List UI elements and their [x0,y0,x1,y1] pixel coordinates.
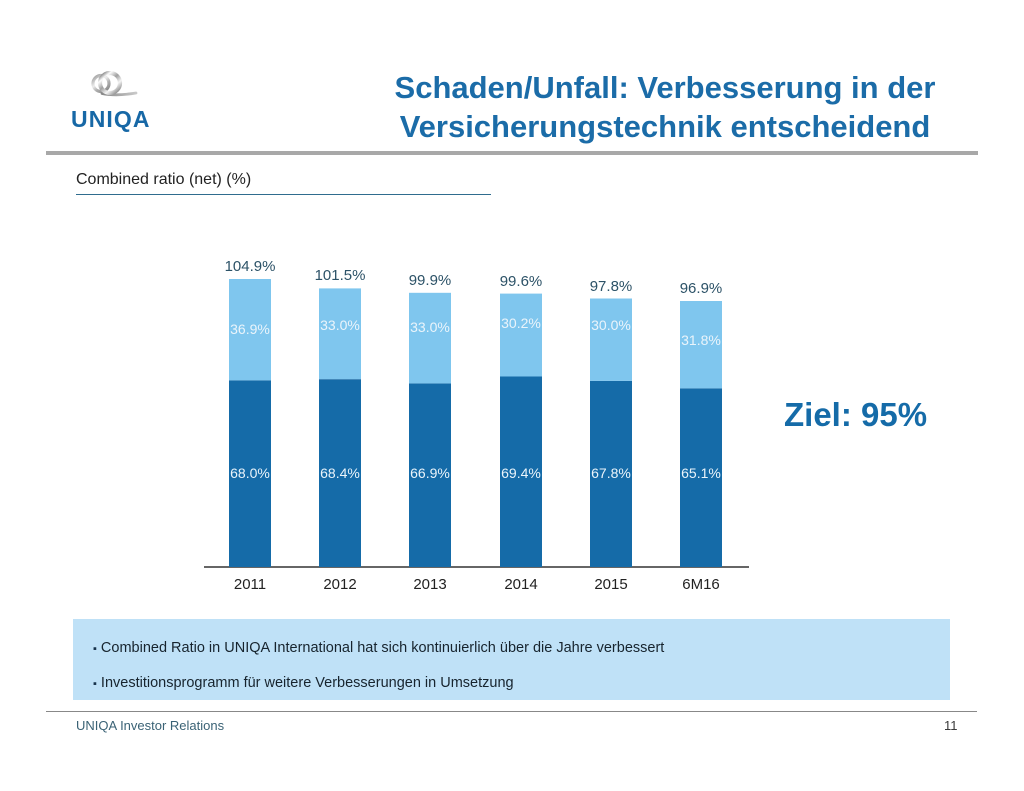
svg-text:101.5%: 101.5% [315,267,366,284]
svg-text:6M16: 6M16 [682,576,720,593]
svg-text:99.9%: 99.9% [409,272,452,289]
svg-text:68.4%: 68.4% [320,465,360,481]
svg-text:99.6%: 99.6% [500,273,543,290]
svg-text:30.2%: 30.2% [501,315,541,331]
svg-text:2015: 2015 [594,576,627,593]
svg-text:33.0%: 33.0% [320,317,360,333]
svg-text:31.8%: 31.8% [681,332,721,348]
svg-text:68.0%: 68.0% [230,465,270,481]
svg-text:33.0%: 33.0% [410,319,450,335]
svg-text:67.8%: 67.8% [591,465,631,481]
svg-text:2012: 2012 [323,576,356,593]
svg-text:97.8%: 97.8% [590,278,633,295]
svg-text:2013: 2013 [413,576,446,593]
svg-text:96.9%: 96.9% [680,280,723,297]
svg-text:65.1%: 65.1% [681,465,721,481]
svg-text:2011: 2011 [234,576,266,593]
svg-text:69.4%: 69.4% [501,465,541,481]
svg-text:36.9%: 36.9% [230,321,270,337]
svg-text:104.9%: 104.9% [225,258,276,275]
svg-text:Ziel: 95%: Ziel: 95% [784,396,927,433]
svg-text:2014: 2014 [504,576,537,593]
svg-text:30.0%: 30.0% [591,317,631,333]
svg-text:66.9%: 66.9% [410,465,450,481]
